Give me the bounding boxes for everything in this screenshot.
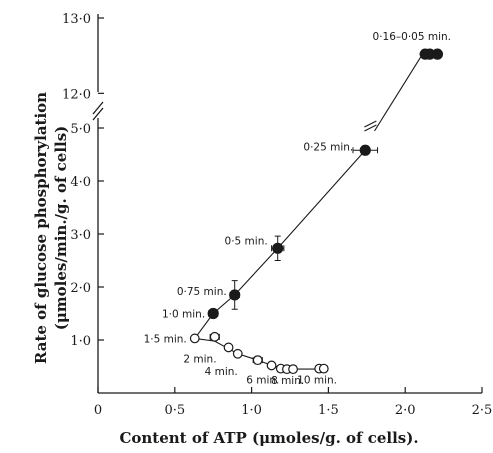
time-label-1-2: 2 min. bbox=[183, 353, 216, 365]
y-tick-label-0: 1·0 bbox=[70, 334, 91, 349]
open-point-8 bbox=[288, 364, 298, 375]
filled-point-2 bbox=[272, 242, 284, 254]
time-label-1-4: 4 min. bbox=[205, 366, 238, 378]
time-label-0-1: 0·75 min. bbox=[177, 286, 227, 298]
x-tick-label-5: 2·5 bbox=[472, 403, 493, 418]
time-label-1-0: 1·5 min. bbox=[144, 333, 187, 345]
time-label-1-6: 6 min. bbox=[246, 375, 279, 387]
time-label-1-9: 10 min. bbox=[297, 375, 337, 387]
y-tick-label-6: 13·0 bbox=[62, 12, 91, 27]
y-tick-label-4: 5·0 bbox=[70, 122, 91, 137]
time-label-0-0: 1·0 min. bbox=[162, 309, 205, 321]
line-break-mark bbox=[364, 120, 377, 132]
y-tick-label-3: 4·0 bbox=[70, 175, 91, 190]
series-line-2 bbox=[194, 337, 324, 370]
y-axis-title-line-1: Rate of glucose phosphorylation bbox=[32, 92, 50, 364]
open-point-2 bbox=[223, 342, 234, 353]
filled-point-1 bbox=[229, 289, 241, 301]
open-point-1 bbox=[209, 331, 220, 342]
data-points bbox=[189, 48, 444, 375]
x-tick-label-1: 0·5 bbox=[164, 403, 185, 418]
open-point-10 bbox=[318, 363, 329, 374]
y-tick-label-5: 12·0 bbox=[62, 87, 91, 102]
filled-point-6 bbox=[431, 48, 444, 60]
time-label-1-8: 8 min. bbox=[271, 375, 304, 387]
x-tick-label-3: 1·5 bbox=[318, 403, 339, 418]
error-bars bbox=[208, 146, 379, 365]
y-tick-label-2: 3·0 bbox=[70, 228, 91, 243]
point-labels: 1·0 min. 0·75 min. 0·5 min. 0·25 min. 0·16–0… bbox=[144, 31, 451, 387]
x-tick-label-4: 2·0 bbox=[395, 403, 416, 418]
axes: 0 0·5 1·0 1·5 2·0 2·5 1·0 2·0 3·0 4·0 5·0 12·0 13·0 bbox=[62, 12, 492, 418]
time-label-0-5: 0·16–0·05 min. bbox=[373, 31, 451, 43]
filled-point-0 bbox=[207, 307, 219, 320]
y-axis-title-line-2: (μmoles/min./g. of cells) bbox=[52, 126, 70, 331]
open-point-5 bbox=[266, 360, 277, 371]
open-point-0 bbox=[189, 333, 200, 344]
plot-lines bbox=[194, 56, 422, 370]
x-axis-title: Content of ATP (μmoles/g. of cells). bbox=[119, 429, 418, 447]
time-label-0-2: 0·5 min. bbox=[225, 235, 268, 247]
open-point-3 bbox=[232, 348, 243, 359]
open-point-4 bbox=[252, 355, 263, 366]
series-line-1 bbox=[374, 56, 422, 132]
filled-point-3 bbox=[359, 144, 371, 156]
x-tick-label-0: 0 bbox=[94, 403, 102, 418]
y-tick-label-1: 2·0 bbox=[70, 281, 91, 296]
axis-break-mark bbox=[92, 101, 104, 121]
time-label-0-3: 0·25 min. bbox=[303, 141, 353, 153]
x-tick-label-2: 1·0 bbox=[241, 403, 262, 418]
y-axis-title: Rate of glucose phosphorylation (μmoles/… bbox=[32, 92, 70, 364]
